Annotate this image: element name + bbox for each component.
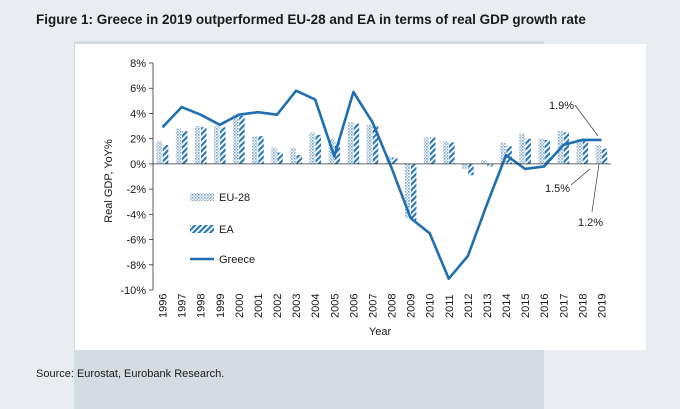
bar-eu28 bbox=[481, 160, 487, 164]
x-tick-label: 2015 bbox=[520, 294, 532, 318]
y-tick-label: 8% bbox=[130, 58, 146, 70]
bar-eu28 bbox=[290, 147, 296, 164]
x-tick-label: 2007 bbox=[367, 294, 379, 318]
x-tick-label: 2018 bbox=[577, 294, 589, 318]
bar-eu28 bbox=[271, 147, 277, 164]
bar-eu28 bbox=[500, 142, 506, 164]
line-greece bbox=[161, 89, 602, 280]
bar-ea bbox=[296, 155, 302, 164]
x-tick-label: 2011 bbox=[444, 294, 456, 318]
bar-ea bbox=[582, 139, 589, 164]
bar-ea bbox=[334, 142, 341, 164]
bar-eu28 bbox=[576, 138, 583, 164]
bar-ea bbox=[162, 144, 169, 164]
bar-ea bbox=[410, 163, 417, 221]
bar-ea bbox=[220, 127, 226, 164]
bar-ea bbox=[525, 138, 531, 164]
x-tick-label: 1997 bbox=[177, 294, 189, 318]
legend-label-eu28: EU-28 bbox=[219, 192, 250, 204]
y-tick-label: 2% bbox=[130, 134, 146, 146]
x-tick-label: 2001 bbox=[253, 294, 265, 318]
x-axis-title: Year bbox=[369, 326, 392, 338]
x-tick-label: 2002 bbox=[272, 294, 284, 318]
x-tick-label: 2016 bbox=[539, 294, 551, 318]
x-tick-label: 2013 bbox=[482, 294, 494, 318]
legend-label-ea: EA bbox=[219, 224, 234, 236]
bar-ea bbox=[201, 127, 207, 164]
y-tick-label: -10% bbox=[120, 285, 146, 297]
y-tick-label: -6% bbox=[126, 235, 146, 247]
bar-ea bbox=[239, 115, 245, 164]
bar-ea bbox=[468, 163, 474, 176]
bar-eu28 bbox=[175, 128, 182, 164]
bar-eu28 bbox=[156, 141, 163, 164]
x-tick-label: 2008 bbox=[387, 294, 399, 318]
callouts: 1.9% 1.5% 1.2% bbox=[545, 100, 603, 229]
x-tick-label: 1999 bbox=[215, 294, 227, 318]
source-note: Source: Eurostat, Eurobank Research. bbox=[36, 368, 225, 380]
y-tick-label: -8% bbox=[126, 260, 146, 272]
callout-line-ea bbox=[591, 163, 600, 213]
chart-panel bbox=[75, 44, 646, 350]
bar-ea bbox=[277, 152, 283, 164]
gdp-growth-chart: 8% 6% 4% 2% 0% -2% -4% -6% -8% -10% 1996 1997 1998 19… bbox=[103, 58, 611, 338]
y-tick-label: 0% bbox=[130, 159, 146, 171]
y-axis-title: Real GDP, YoY% bbox=[103, 139, 115, 223]
x-tick-label: 2003 bbox=[291, 294, 303, 318]
callout-eu28: 1.5% bbox=[545, 183, 570, 195]
x-tick-label: 2004 bbox=[310, 294, 322, 318]
bar-ea bbox=[449, 142, 455, 164]
bar-eu28 bbox=[423, 137, 430, 164]
bar-ea bbox=[487, 163, 493, 167]
bar-eu28 bbox=[252, 136, 258, 164]
bar-ea bbox=[181, 131, 188, 164]
x-tick-label: 1998 bbox=[196, 294, 208, 318]
bar-ea bbox=[315, 134, 322, 164]
bar-eu28 bbox=[519, 133, 525, 164]
callout-line-greece bbox=[574, 104, 599, 137]
x-tick-label: 2005 bbox=[329, 294, 341, 318]
bar-ea bbox=[353, 123, 360, 164]
bar-eu28 bbox=[233, 114, 239, 164]
bar-ea bbox=[506, 146, 512, 164]
callout-ea: 1.2% bbox=[578, 217, 603, 229]
bar-eu28 bbox=[404, 163, 411, 219]
bar-eu28 bbox=[462, 163, 468, 169]
x-tick-label: 2014 bbox=[501, 294, 513, 318]
bar-ea bbox=[601, 148, 608, 164]
legend-swatch-eu28 bbox=[190, 193, 214, 201]
x-tick-label: 2012 bbox=[463, 294, 475, 318]
x-tick-label: 2000 bbox=[234, 294, 246, 318]
bar-ea bbox=[258, 136, 264, 164]
bar-eu28 bbox=[595, 144, 602, 164]
figure-title: Figure 1: Greece in 2019 outperformed EU… bbox=[36, 12, 586, 27]
y-tick-label: 6% bbox=[130, 83, 146, 95]
bar-eu28 bbox=[194, 126, 201, 164]
x-tick-label: 2019 bbox=[596, 294, 608, 318]
bar-eu28 bbox=[442, 141, 449, 164]
bar-ea bbox=[544, 139, 551, 164]
x-tick-label: 1996 bbox=[158, 294, 170, 318]
bar-eu28 bbox=[538, 138, 544, 164]
legend: EU-28 EA Greece bbox=[190, 192, 255, 266]
x-tick-label: 2010 bbox=[425, 294, 437, 318]
bar-ea bbox=[372, 126, 379, 164]
bar-ea bbox=[563, 132, 570, 164]
x-tick-label: 2006 bbox=[348, 294, 360, 318]
x-tick-label: 2009 bbox=[406, 294, 418, 318]
bar-eu28 bbox=[366, 124, 373, 164]
bar-ea bbox=[391, 157, 398, 164]
bar-eu28 bbox=[309, 132, 315, 164]
callout-greece: 1.9% bbox=[549, 100, 574, 112]
bar-ea bbox=[430, 137, 436, 164]
legend-swatch-ea bbox=[190, 225, 214, 233]
legend-label-greece: Greece bbox=[219, 254, 255, 266]
y-tick-label: -4% bbox=[126, 209, 146, 221]
callout-line-eu28 bbox=[570, 168, 591, 186]
bar-eu28 bbox=[213, 126, 220, 164]
y-tick-label: -2% bbox=[126, 184, 146, 196]
x-tick-label: 2017 bbox=[558, 294, 570, 318]
y-tick-label: 4% bbox=[130, 108, 146, 120]
bar-eu28 bbox=[347, 122, 354, 164]
